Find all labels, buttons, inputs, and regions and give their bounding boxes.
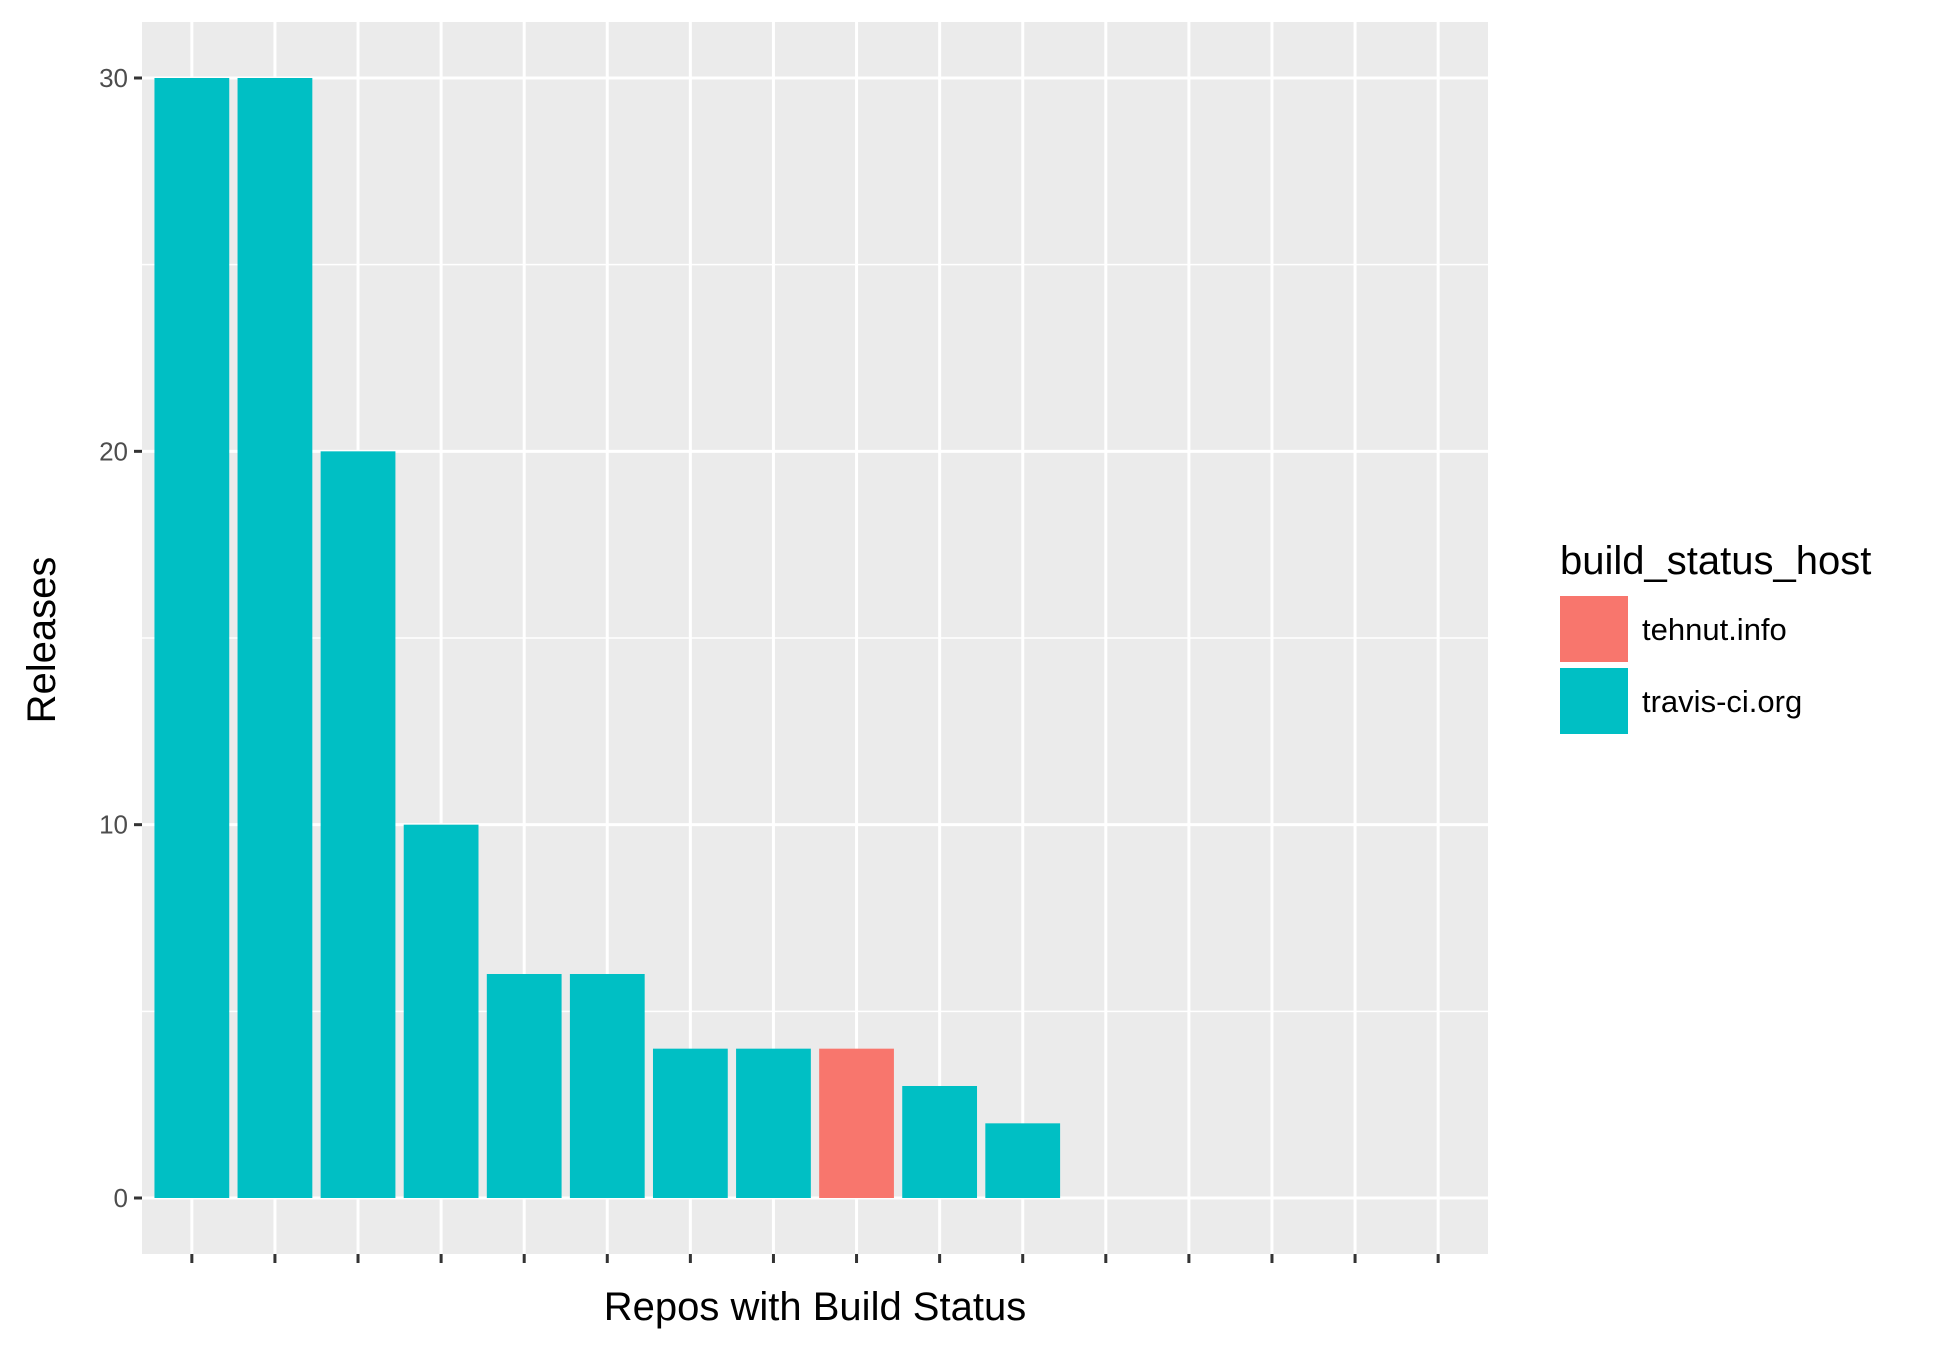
bar	[902, 1086, 978, 1198]
y-axis-title: Releases	[20, 557, 64, 724]
bar	[320, 451, 396, 1198]
bar	[403, 824, 479, 1198]
bar	[237, 78, 313, 1198]
bar	[154, 78, 230, 1198]
y-tick-label: 10	[99, 810, 128, 840]
y-tick-label: 20	[99, 436, 128, 466]
legend-title: build_status_host	[1560, 539, 1871, 583]
bar	[569, 974, 645, 1198]
bar	[985, 1123, 1061, 1198]
bar	[819, 1048, 894, 1198]
bars	[154, 78, 1061, 1198]
legend: build_status_host tehnut.info travis-ci.…	[1560, 539, 1871, 734]
legend-key-tehnut-info	[1560, 596, 1628, 662]
legend-label-travis-ci-org: travis-ci.org	[1642, 684, 1802, 719]
bar	[736, 1048, 811, 1198]
y-axis: 0 10 20 30	[99, 63, 142, 1213]
bar	[486, 974, 562, 1198]
x-axis	[190, 1254, 1440, 1263]
y-tick-label: 0	[114, 1183, 128, 1213]
legend-key-travis-ci-org	[1560, 668, 1628, 734]
y-tick-label: 30	[99, 63, 128, 93]
legend-label-tehnut-info: tehnut.info	[1642, 612, 1787, 647]
x-axis-title: Repos with Build Status	[604, 1285, 1026, 1329]
bar	[652, 1048, 728, 1198]
